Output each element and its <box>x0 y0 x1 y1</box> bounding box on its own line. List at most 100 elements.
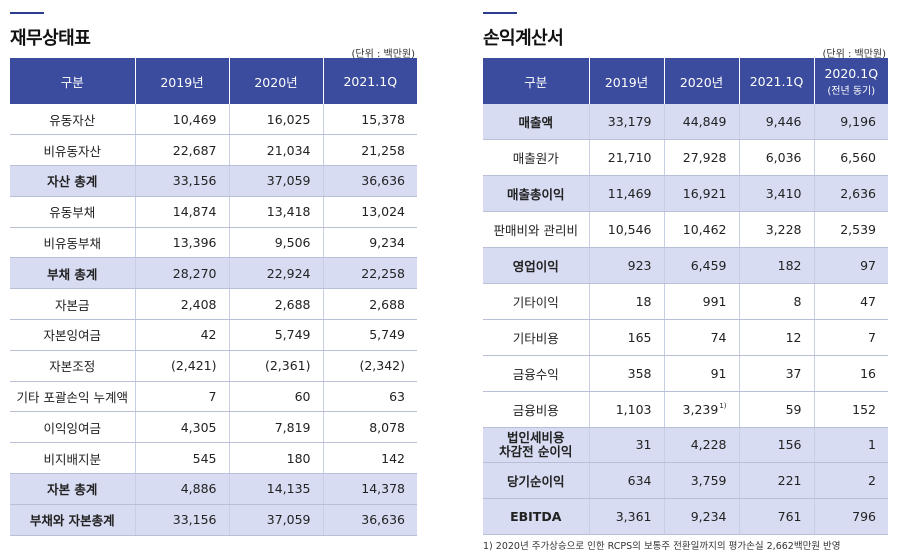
row-label: 부채 총계 <box>10 257 136 290</box>
table-cell: 13,024 <box>323 196 417 228</box>
row-label: 금융수익 <box>483 355 590 392</box>
cell-value: 59 <box>785 401 802 417</box>
row-label: 유동자산 <box>10 104 136 136</box>
table-row: 자본금 2,408 2,688 2,688 <box>10 288 417 321</box>
table-cell: 21,258 <box>323 134 417 167</box>
cell-value: 358 <box>627 365 652 381</box>
table-cell: 91 <box>664 355 740 392</box>
row-label: 유동부채 <box>10 196 136 228</box>
table-cell: 22,687 <box>135 134 230 167</box>
cell-value: 991 <box>702 293 727 309</box>
table-cell: 7 <box>814 319 888 356</box>
table-cell: 33,179 <box>589 104 665 141</box>
table-row: 이익잉여금 4,305 7,819 8,078 <box>10 411 417 444</box>
row-label: 매출액 <box>483 104 590 141</box>
table-cell: 14,378 <box>323 473 417 505</box>
table-row: 매출액 33,179 44,849 9,446 9,196 <box>483 104 888 141</box>
table-cell: 37,059 <box>229 165 324 197</box>
table-row: 기타이익 18 991 8 47 <box>483 283 888 320</box>
balance-sheet-unit: (단위 : 백만원) <box>351 49 415 60</box>
cell-value: 6,036 <box>765 150 802 166</box>
table-cell: 3,228 <box>739 211 815 249</box>
cell-value: 2,539 <box>840 222 876 238</box>
table-cell: 2 <box>814 462 888 500</box>
income-statement-title: 손익계산서 <box>483 28 564 49</box>
row-label: 비지배지분 <box>10 442 136 475</box>
table-cell: 156 <box>739 427 815 464</box>
table-cell: 991 <box>664 283 740 320</box>
table-row: 법인세비용 차감전 순이익 31 4,228 156 1 <box>483 427 888 464</box>
cell-value: 152 <box>852 401 876 417</box>
table-cell: 5,749 <box>323 319 417 351</box>
cell-value: 3,759 <box>690 473 727 489</box>
cell-value: 634 <box>627 473 652 489</box>
cell-value: 182 <box>777 258 802 273</box>
table-row: 당기순이익 634 3,759 221 2 <box>483 462 888 500</box>
table-cell: 5,749 <box>229 319 324 351</box>
row-label-line: 차감전 순이익 <box>499 443 573 459</box>
table-cell: 4,305 <box>135 411 230 444</box>
column-header: 2020.1Q (전년 동기) <box>814 58 888 104</box>
row-label: 부채와 자본총계 <box>10 504 136 536</box>
table-cell: 8,078 <box>323 411 417 444</box>
table-row: 기타 포괄손익 누계액 7 60 63 <box>10 381 417 413</box>
cell-value: 3,228 <box>765 222 802 238</box>
table-cell: 63 <box>323 381 417 413</box>
table-cell: 44,849 <box>664 104 740 141</box>
income-statement-table: 구분 2019년 2020년 2021.1Q 2020.1Q (전년 동기) 매… <box>483 58 888 536</box>
row-label: 당기순이익 <box>483 462 590 500</box>
table-row: 유동부채 14,874 13,418 13,024 <box>10 196 417 228</box>
table-cell: 4,228 <box>664 427 740 464</box>
table-cell: 14,874 <box>135 196 230 228</box>
cell-value: 9,234 <box>690 509 727 525</box>
cell-value: 47 <box>860 293 876 309</box>
table-cell: 634 <box>589 462 665 500</box>
row-label: 매출원가 <box>483 139 590 177</box>
income-statement-unit: (단위 : 백만원) <box>822 49 886 60</box>
table-row: 자본잉여금 42 5,749 5,749 <box>10 319 417 351</box>
table-cell: 142 <box>323 442 417 475</box>
table-cell: 3,2391) <box>664 391 740 428</box>
table-cell: 37 <box>739 355 815 392</box>
table-cell: 6,036 <box>739 139 815 177</box>
column-header: 2020년 <box>664 58 740 104</box>
table-cell: 28,270 <box>135 257 230 290</box>
table-cell: 6,459 <box>664 247 740 284</box>
table-cell: 182 <box>739 247 815 284</box>
table-cell: 47 <box>814 283 888 320</box>
table-cell: 165 <box>589 319 665 356</box>
cell-value: 761 <box>777 509 802 525</box>
table-cell: 21,034 <box>229 134 324 167</box>
cell-value: 27,928 <box>682 150 727 166</box>
table-cell: 33,156 <box>135 165 230 197</box>
column-header: 구분 <box>10 58 136 104</box>
table-cell: 7,819 <box>229 411 324 444</box>
table-cell: 9,234 <box>664 498 740 536</box>
table-cell: 2,688 <box>229 288 324 321</box>
cell-value: 796 <box>852 509 876 525</box>
table-cell: 16,921 <box>664 175 740 213</box>
table-cell: 13,396 <box>135 227 230 259</box>
table-cell: 545 <box>135 442 230 475</box>
table-cell: 33,156 <box>135 504 230 536</box>
cell-value: 10,462 <box>682 222 727 238</box>
cell-value: 16,921 <box>682 186 727 202</box>
cell-value: 10,546 <box>607 222 652 238</box>
cell-value: 1 <box>868 437 876 453</box>
table-cell: 11,469 <box>589 175 665 213</box>
table-cell: 16,025 <box>229 104 324 136</box>
table-cell: 74 <box>664 319 740 356</box>
table-cell: 14,135 <box>229 473 324 505</box>
title-accent-rule <box>483 12 517 14</box>
table-cell: 12 <box>739 319 815 356</box>
table-cell: 180 <box>229 442 324 475</box>
table-cell: 1,103 <box>589 391 665 428</box>
row-label: 법인세비용 차감전 순이익 <box>483 427 590 464</box>
cell-value: 4,228 <box>690 437 727 453</box>
cell-value: 74 <box>710 329 727 345</box>
table-cell: 18 <box>589 283 665 320</box>
table-cell: 221 <box>739 462 815 500</box>
column-header: 2019년 <box>135 58 230 104</box>
cell-value: 3,410 <box>765 186 802 202</box>
table-row: 비유동부채 13,396 9,506 9,234 <box>10 227 417 259</box>
